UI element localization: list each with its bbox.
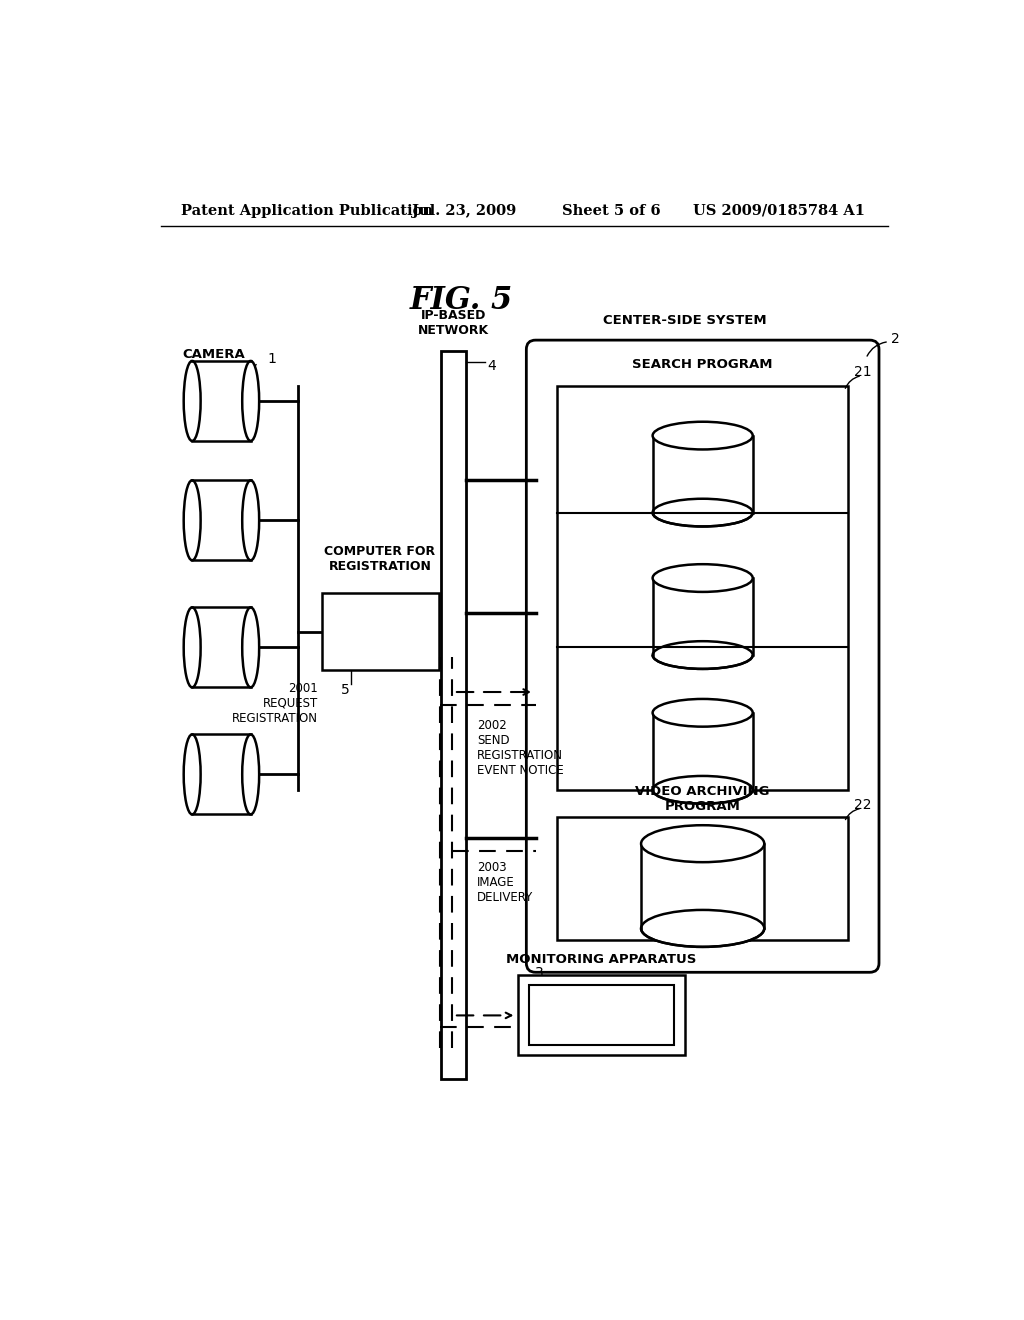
Ellipse shape xyxy=(183,734,201,814)
Ellipse shape xyxy=(652,776,753,804)
Bar xyxy=(193,480,251,561)
Bar xyxy=(518,974,685,1056)
Ellipse shape xyxy=(243,607,259,688)
Text: 3: 3 xyxy=(535,966,544,979)
Ellipse shape xyxy=(243,360,259,441)
Text: 1: 1 xyxy=(267,351,276,366)
Bar xyxy=(193,360,251,441)
Text: 4: 4 xyxy=(487,359,496,374)
Text: CENTER-SIDE SYSTEM: CENTER-SIDE SYSTEM xyxy=(603,314,767,326)
Bar xyxy=(652,713,753,789)
Text: US 2009/0185784 A1: US 2009/0185784 A1 xyxy=(692,203,864,218)
Ellipse shape xyxy=(183,607,201,688)
Text: SEARCH PROGRAM: SEARCH PROGRAM xyxy=(633,358,773,371)
Ellipse shape xyxy=(243,480,259,561)
Text: Jul. 23, 2009: Jul. 23, 2009 xyxy=(412,203,516,218)
Text: IP-BASED
NETWORK: IP-BASED NETWORK xyxy=(418,309,488,337)
Bar xyxy=(652,436,753,512)
Text: 2002
SEND
REGISTRATION
EVENT NOTICE: 2002 SEND REGISTRATION EVENT NOTICE xyxy=(477,719,564,777)
Text: COMPUTER FOR
REGISTRATION: COMPUTER FOR REGISTRATION xyxy=(325,545,435,573)
Bar xyxy=(641,843,764,928)
Bar xyxy=(322,594,438,671)
Text: CAMERA: CAMERA xyxy=(182,348,245,362)
Text: FIG. 5: FIG. 5 xyxy=(410,285,513,317)
Text: 5: 5 xyxy=(341,682,349,697)
Ellipse shape xyxy=(652,499,753,527)
Text: Patent Application Publication: Patent Application Publication xyxy=(180,203,432,218)
Bar xyxy=(652,578,753,655)
Text: MONITORING APPARATUS: MONITORING APPARATUS xyxy=(506,953,696,966)
Ellipse shape xyxy=(183,480,201,561)
Text: 22: 22 xyxy=(854,799,871,812)
Bar xyxy=(193,607,251,688)
Text: 2001
REQUEST
REGISTRATION: 2001 REQUEST REGISTRATION xyxy=(231,682,317,725)
Bar xyxy=(193,734,251,814)
FancyBboxPatch shape xyxy=(526,341,879,973)
Ellipse shape xyxy=(652,564,753,591)
Text: VIDEO ARCHIVING
PROGRAM: VIDEO ARCHIVING PROGRAM xyxy=(636,785,770,813)
Ellipse shape xyxy=(652,700,753,726)
Ellipse shape xyxy=(641,909,764,946)
Text: 21: 21 xyxy=(854,366,872,379)
Ellipse shape xyxy=(183,360,201,441)
Text: 2: 2 xyxy=(891,333,900,346)
Bar xyxy=(441,351,466,1078)
Ellipse shape xyxy=(652,642,753,669)
Bar xyxy=(528,985,674,1044)
Ellipse shape xyxy=(652,422,753,450)
Text: Sheet 5 of 6: Sheet 5 of 6 xyxy=(562,203,660,218)
Bar xyxy=(557,817,848,940)
Ellipse shape xyxy=(243,734,259,814)
Ellipse shape xyxy=(641,825,764,862)
Bar xyxy=(557,385,848,789)
Text: 2003
IMAGE
DELIVERY: 2003 IMAGE DELIVERY xyxy=(477,861,534,904)
